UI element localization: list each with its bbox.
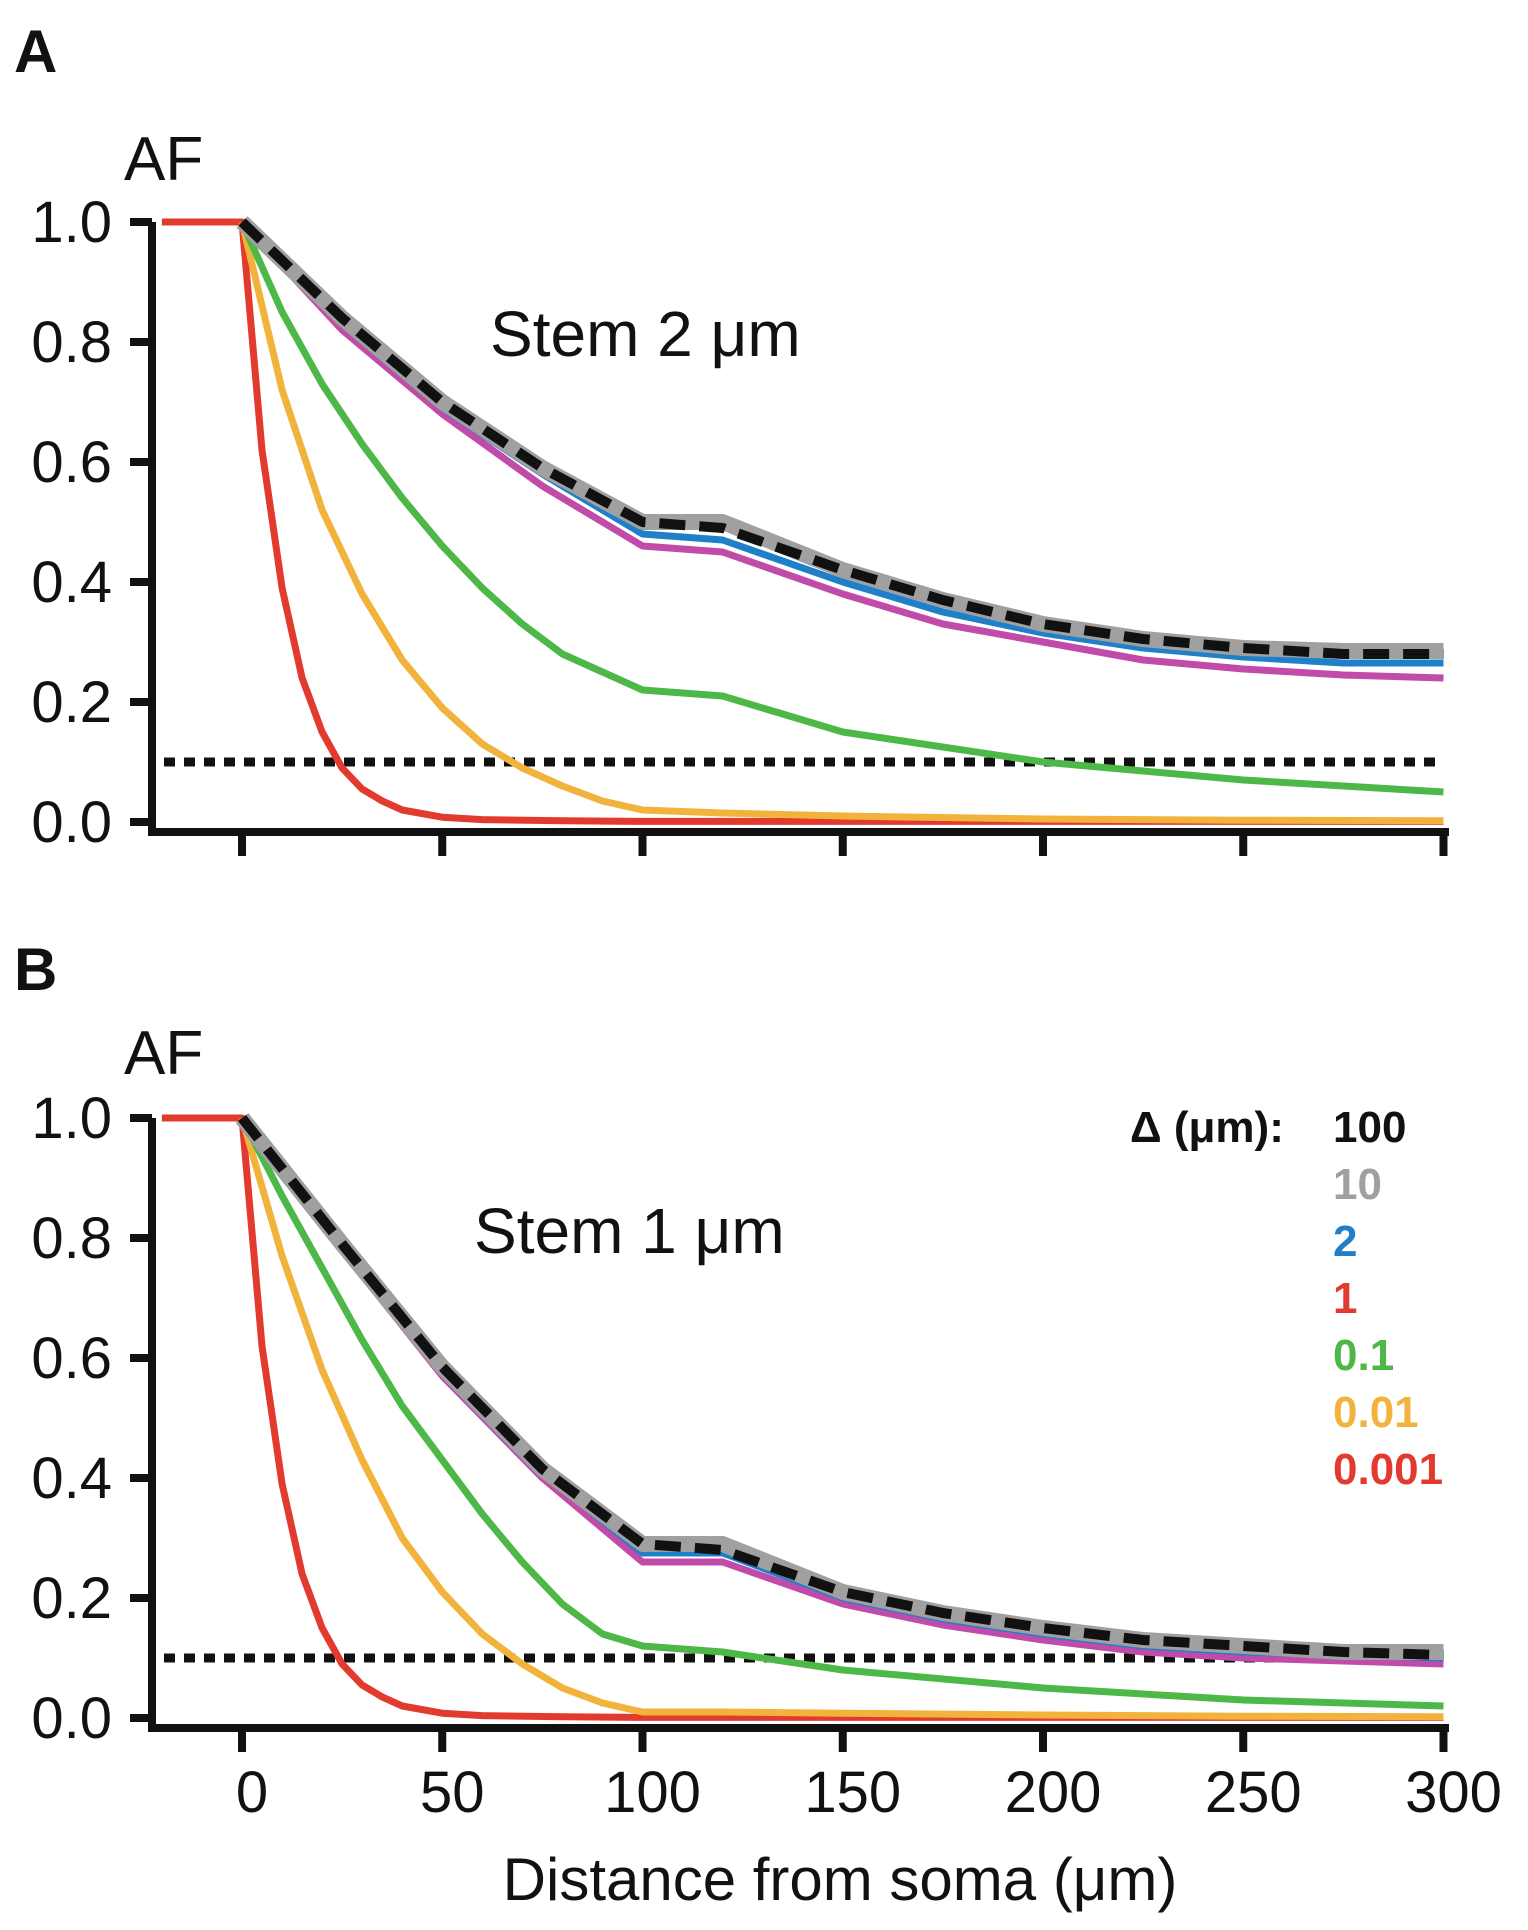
series-line-10 xyxy=(236,216,1444,659)
x-tick-label: 200 xyxy=(1005,1760,1102,1825)
x-tick-label: 50 xyxy=(420,1760,485,1825)
y-tick-label: 0.2 xyxy=(31,1566,112,1631)
legend-entry-2: 2 xyxy=(1333,1217,1357,1266)
y-tick-label: 0.4 xyxy=(31,550,112,615)
series-line-2 xyxy=(239,1115,1444,1662)
series-line-0.001 xyxy=(161,218,1444,825)
series-line-0.1 xyxy=(238,1116,1444,1710)
stem-annotation: Stem 1 μm xyxy=(474,1195,785,1267)
y-tick-label: 0.8 xyxy=(31,1206,112,1271)
y-tick-label: 0.4 xyxy=(31,1446,112,1511)
legend-entry-0.1: 0.1 xyxy=(1333,1331,1394,1380)
series-line-1 xyxy=(239,1115,1444,1668)
x-tick-label: 150 xyxy=(804,1760,901,1825)
axes: 0.0 0.2 0.4 0.6 0.8 1.0 xyxy=(31,190,1449,856)
panel-letter: A xyxy=(14,18,57,85)
panel-letter: B xyxy=(14,936,57,1003)
series-line-0.001 xyxy=(161,1114,1444,1721)
legend: Δ (μm): 100 10 2 1 0.1 0.01 0.001 xyxy=(1130,1103,1443,1494)
series-line-100 xyxy=(238,1114,1444,1660)
series-line-10 xyxy=(235,1113,1444,1660)
x-axis-title: Distance from soma (μm) xyxy=(503,1846,1178,1913)
y-axis-title: AF xyxy=(124,125,203,194)
legend-entry-0.001: 0.001 xyxy=(1333,1445,1443,1494)
panel-b: B AF Stem 1 μm 0.0 0.2 0.4 0.6 0.8 1.0 0 50 100 1… xyxy=(14,936,1502,1913)
series-line-0.01 xyxy=(238,1117,1444,1721)
legend-entry-0.01: 0.01 xyxy=(1333,1388,1419,1437)
x-tick-label: 100 xyxy=(604,1760,701,1825)
axes: 0.0 0.2 0.4 0.6 0.8 1.0 0 50 100 150 200 250 300 xyxy=(31,1086,1502,1825)
series-line-0.01 xyxy=(238,221,1444,825)
panel-a: A AF Stem 2 μm 0.0 0.2 0.4 0.6 0.8 1.0 xyxy=(14,18,1449,856)
x-tick-label: 250 xyxy=(1205,1760,1302,1825)
y-tick-label: 0.2 xyxy=(31,670,112,735)
legend-title: Δ (μm): xyxy=(1130,1103,1284,1152)
x-tick-label: 0 xyxy=(236,1760,268,1825)
y-tick-label: 0.0 xyxy=(31,1686,112,1751)
y-tick-label: 0.8 xyxy=(31,310,112,375)
y-axis-title: AF xyxy=(124,1019,203,1088)
legend-entry-100: 100 xyxy=(1333,1103,1406,1152)
y-tick-label: 0.6 xyxy=(31,1326,112,1391)
plot-lines xyxy=(161,216,1444,825)
legend-entry-1: 1 xyxy=(1333,1274,1357,1323)
y-tick-label: 0.6 xyxy=(31,430,112,495)
series-line-0.1 xyxy=(238,220,1444,796)
stem-annotation: Stem 2 μm xyxy=(490,298,801,370)
y-tick-label: 1.0 xyxy=(31,190,112,255)
x-tick-label: 300 xyxy=(1405,1760,1502,1825)
plot-lines xyxy=(161,1113,1444,1721)
series-line-1 xyxy=(239,219,1444,682)
series-line-100 xyxy=(238,218,1444,659)
y-tick-label: 1.0 xyxy=(31,1086,112,1151)
legend-entry-10: 10 xyxy=(1333,1160,1382,1209)
y-tick-label: 0.0 xyxy=(31,790,112,855)
